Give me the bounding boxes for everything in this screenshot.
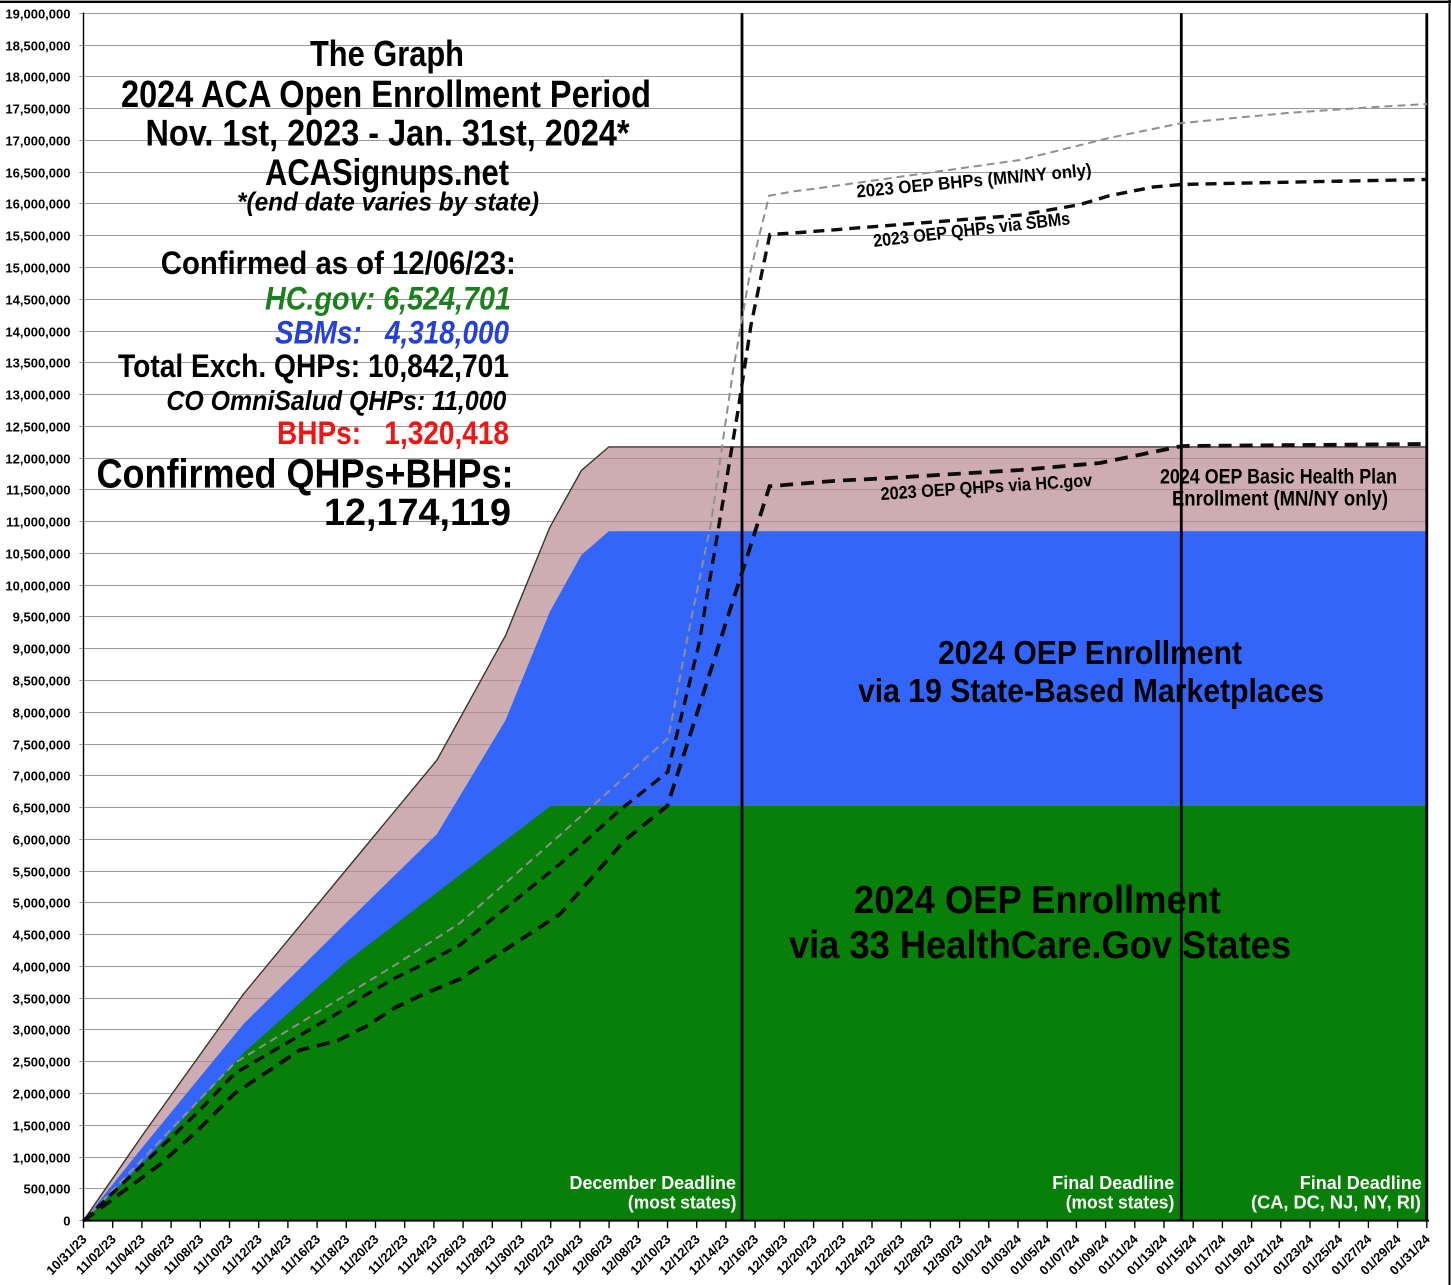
svg-text:1,000,000: 1,000,000 xyxy=(13,1151,71,1166)
svg-text:11,000,000: 11,000,000 xyxy=(6,515,70,530)
svg-text:16,000,000: 16,000,000 xyxy=(5,197,70,212)
svg-text:The Graph: The Graph xyxy=(310,33,464,74)
svg-text:Final Deadline: Final Deadline xyxy=(1052,1173,1174,1193)
svg-text:4,500,000: 4,500,000 xyxy=(13,928,71,943)
svg-text:Enrollment (MN/NY only): Enrollment (MN/NY only) xyxy=(1172,487,1388,511)
svg-text:19,000,000: 19,000,000 xyxy=(5,7,70,22)
svg-text:5,000,000: 5,000,000 xyxy=(13,896,71,911)
svg-text:9,500,000: 9,500,000 xyxy=(13,610,71,625)
svg-text:12,000,000: 12,000,000 xyxy=(5,452,70,467)
svg-text:5,500,000: 5,500,000 xyxy=(13,865,71,880)
svg-text:*(end date varies by state): *(end date varies by state) xyxy=(237,187,539,217)
svg-text:Final Deadline: Final Deadline xyxy=(1300,1173,1422,1193)
svg-text:via 19 State-Based Marketplace: via 19 State-Based Marketplaces xyxy=(858,672,1324,709)
svg-text:9,000,000: 9,000,000 xyxy=(13,642,71,657)
svg-text:14,500,000: 14,500,000 xyxy=(5,293,70,308)
svg-text:SBMs: 4,318,000: SBMs: 4,318,000 xyxy=(275,315,509,351)
svg-text:500,000: 500,000 xyxy=(24,1182,71,1197)
svg-text:13,500,000: 13,500,000 xyxy=(5,356,70,371)
svg-text:(CA, DC, NJ, NY, RI): (CA, DC, NJ, NY, RI) xyxy=(1251,1193,1421,1213)
svg-text:16,500,000: 16,500,000 xyxy=(5,166,70,181)
svg-text:17,500,000: 17,500,000 xyxy=(5,102,70,117)
svg-text:2024 OEP Enrollment: 2024 OEP Enrollment xyxy=(938,634,1242,671)
svg-text:0: 0 xyxy=(63,1214,70,1229)
svg-text:ACASignups.net: ACASignups.net xyxy=(265,152,509,193)
svg-text:4,000,000: 4,000,000 xyxy=(13,960,71,975)
svg-text:13,000,000: 13,000,000 xyxy=(5,388,70,403)
svg-text:14,000,000: 14,000,000 xyxy=(5,325,70,340)
svg-text:BHPs: 1,320,418: BHPs: 1,320,418 xyxy=(277,415,509,451)
svg-text:10,500,000: 10,500,000 xyxy=(5,547,70,562)
svg-text:3,000,000: 3,000,000 xyxy=(13,1023,71,1038)
svg-text:7,000,000: 7,000,000 xyxy=(13,769,71,784)
svg-text:Confirmed QHPs+BHPs:: Confirmed QHPs+BHPs: xyxy=(97,450,514,496)
svg-text:12,174,119: 12,174,119 xyxy=(324,492,511,534)
svg-text:11,500,000: 11,500,000 xyxy=(6,483,70,498)
svg-text:8,000,000: 8,000,000 xyxy=(13,706,71,721)
svg-text:1,500,000: 1,500,000 xyxy=(13,1119,71,1134)
svg-text:via 33 HealthCare.Gov States: via 33 HealthCare.Gov States xyxy=(789,924,1291,967)
svg-text:2024 OEP Basic Health Plan: 2024 OEP Basic Health Plan xyxy=(1160,465,1397,489)
svg-text:(most states): (most states) xyxy=(628,1193,737,1213)
svg-text:2,500,000: 2,500,000 xyxy=(13,1055,71,1070)
svg-text:15,500,000: 15,500,000 xyxy=(5,229,70,244)
svg-text:3,500,000: 3,500,000 xyxy=(13,992,71,1007)
svg-text:Nov. 1st, 2023 - Jan. 31st, 20: Nov. 1st, 2023 - Jan. 31st, 2024* xyxy=(146,112,631,153)
svg-text:Total Exch. QHPs: 10,842,701: Total Exch. QHPs: 10,842,701 xyxy=(118,348,509,384)
svg-text:17,000,000: 17,000,000 xyxy=(5,134,70,149)
svg-text:2,000,000: 2,000,000 xyxy=(13,1087,71,1102)
svg-text:8,500,000: 8,500,000 xyxy=(13,674,71,689)
svg-text:18,500,000: 18,500,000 xyxy=(5,39,70,54)
svg-text:18,000,000: 18,000,000 xyxy=(5,70,70,85)
svg-text:December Deadline: December Deadline xyxy=(570,1173,737,1193)
svg-text:15,000,000: 15,000,000 xyxy=(5,261,70,276)
svg-text:(most states): (most states) xyxy=(1066,1193,1175,1213)
svg-text:12,500,000: 12,500,000 xyxy=(5,420,70,435)
svg-text:2024 ACA Open Enrollment Perio: 2024 ACA Open Enrollment Period xyxy=(121,74,651,116)
svg-text:6,500,000: 6,500,000 xyxy=(13,801,71,816)
svg-text:2024 OEP Enrollment: 2024 OEP Enrollment xyxy=(854,879,1221,922)
svg-text:7,500,000: 7,500,000 xyxy=(13,738,71,753)
svg-text:HC.gov: 6,524,701: HC.gov: 6,524,701 xyxy=(265,280,511,316)
svg-text:CO OmniSalud QHPs: 11,000: CO OmniSalud QHPs: 11,000 xyxy=(166,385,506,416)
svg-text:10,000,000: 10,000,000 xyxy=(5,579,70,594)
svg-text:6,000,000: 6,000,000 xyxy=(13,833,71,848)
svg-text:Confirmed as of 12/06/23:: Confirmed as of 12/06/23: xyxy=(161,245,516,281)
